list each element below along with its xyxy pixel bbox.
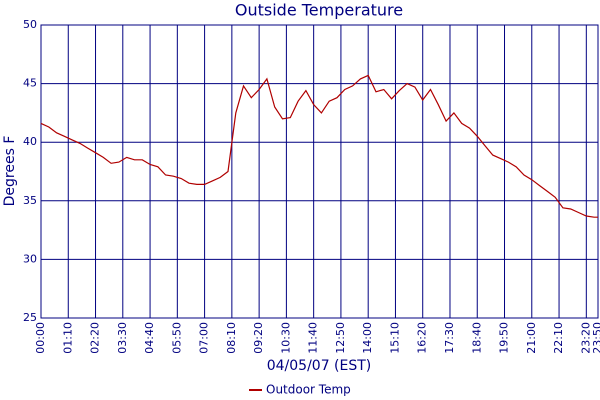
y-tick-label: 50	[23, 18, 37, 31]
x-tick-label: 01:10	[61, 322, 74, 354]
legend-label: Outdoor Temp	[266, 383, 351, 397]
x-tick-label: 12:50	[334, 322, 347, 354]
chart-title: Outside Temperature	[235, 1, 403, 20]
y-tick-label: 25	[23, 311, 37, 324]
x-tick-label: 10:30	[279, 322, 292, 354]
x-tick-label: 00:00	[34, 322, 47, 354]
y-tick-label: 35	[23, 194, 37, 207]
x-tick-label: 17:30	[443, 322, 456, 354]
y-tick-label: 30	[23, 252, 37, 265]
y-tick-label: 40	[23, 135, 37, 148]
x-tick-label: 04:40	[143, 322, 156, 354]
x-tick-label: 03:30	[116, 322, 129, 354]
y-axis-label: Degrees F	[2, 136, 18, 207]
x-tick-label: 11:40	[307, 322, 320, 354]
x-tick-label: 23:50	[591, 322, 600, 354]
plot-area	[40, 24, 599, 319]
x-tick-label: 21:00	[525, 322, 538, 354]
data-line	[40, 74, 598, 218]
x-tick-label: 16:20	[416, 322, 429, 354]
x-tick-label: 18:40	[470, 322, 483, 354]
x-tick-label: 09:20	[252, 322, 265, 354]
x-tick-label: 22:10	[552, 322, 565, 354]
x-axis-label: 04/05/07 (EST)	[267, 358, 372, 374]
x-tick-label: 14:00	[361, 322, 374, 354]
x-tick-label: 23:20	[579, 322, 592, 354]
x-tick-label: 02:20	[89, 322, 102, 354]
x-tick-label: 19:50	[498, 322, 511, 354]
x-tick-label: 07:00	[198, 322, 211, 354]
x-tick-label: 05:50	[170, 322, 183, 354]
x-tick-label: 08:10	[225, 322, 238, 354]
y-tick-label: 45	[23, 77, 37, 90]
x-tick-label: 15:10	[388, 322, 401, 354]
